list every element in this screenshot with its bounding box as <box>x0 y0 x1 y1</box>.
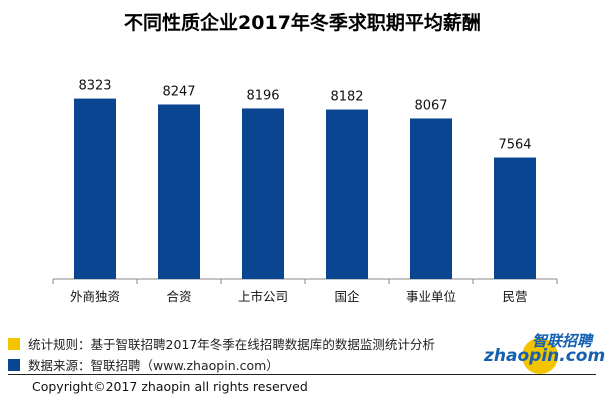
category-label: 上市公司 <box>238 289 288 304</box>
category-label: 事业单位 <box>406 289 456 304</box>
bar <box>410 118 452 279</box>
category-label: 外商独资 <box>70 289 120 304</box>
bar-chart: 8323 外商独资 8247 合资 8196 上市公司 8182 国企 8067 事业单位 7564… <box>52 79 558 304</box>
category-label: 合资 <box>166 289 191 304</box>
data-label: 8182 <box>330 90 363 105</box>
data-label: 8323 <box>78 79 111 94</box>
logo-cn: 智联招聘 <box>531 332 592 350</box>
legend-source-text: 数据来源：智联招聘（www.zhaopin.com） <box>28 358 279 373</box>
data-label: 7564 <box>498 138 531 153</box>
logo-circle-icon <box>522 338 558 374</box>
bar <box>242 108 284 279</box>
data-label: 8196 <box>246 88 279 103</box>
data-label: 8067 <box>414 98 447 113</box>
copyright: Copyright©2017 zhaopin all rights reserv… <box>32 379 308 394</box>
legend-source: 数据来源：智联招聘（www.zhaopin.com） <box>8 355 279 374</box>
bar <box>74 98 116 280</box>
logo-en: zhaopin.com <box>484 346 605 366</box>
legend-swatch-blue <box>8 358 20 371</box>
legend-swatch-yellow <box>8 337 20 350</box>
legend-rule-text: 统计规则：基于智联招聘2017年冬季在线招聘数据库的数据监测统计分析 <box>28 337 435 352</box>
divider <box>8 374 596 375</box>
zhaopin-logo: 智联招聘 zhaopin.com <box>484 330 605 374</box>
category-label: 民营 <box>502 289 527 304</box>
bar <box>494 157 536 279</box>
bar <box>326 109 368 279</box>
bar <box>158 104 200 279</box>
chart-title: 不同性质企业2017年冬季求职期平均薪酬 <box>124 12 481 34</box>
data-label: 8247 <box>162 84 195 99</box>
category-label: 国企 <box>334 289 360 304</box>
legend-rule: 统计规则：基于智联招聘2017年冬季在线招聘数据库的数据监测统计分析 <box>8 334 435 353</box>
